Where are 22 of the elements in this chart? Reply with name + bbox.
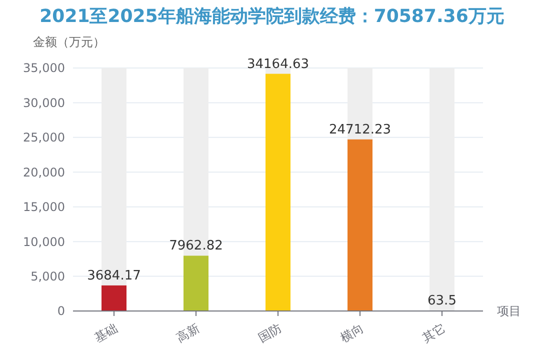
data-label: 63.5 <box>428 294 456 309</box>
y-tick-label: 30,000 <box>23 96 65 110</box>
chart-title: 2021至2025年船海能动学院到款经费：70587.36万元 <box>40 6 504 27</box>
x-tick-label: 高新 <box>174 320 202 345</box>
y-axis-title: 金额（万元） <box>33 35 105 49</box>
y-tick-label: 10,000 <box>23 234 65 249</box>
data-label: 34164.63 <box>246 56 310 72</box>
y-tick-label: 5,000 <box>30 269 65 284</box>
x-tick-label: 国防 <box>256 320 284 345</box>
y-tick-label: 15,000 <box>23 200 65 214</box>
y-tick-label: 35,000 <box>23 61 65 76</box>
y-tick-label: 20,000 <box>23 165 65 180</box>
x-axis-title: 项目 <box>497 304 521 318</box>
x-tick-label: 其它 <box>420 320 448 345</box>
data-label: 7962.82 <box>169 238 223 254</box>
x-tick-label: 基础 <box>92 320 120 345</box>
x-tick-label: 横向 <box>338 320 366 345</box>
data-label: 3684.17 <box>87 268 141 284</box>
y-tick-label: 25,000 <box>23 130 65 145</box>
data-label: 24712.23 <box>328 122 392 138</box>
bar <box>266 74 290 311</box>
y-tick-label: 0 <box>57 304 65 318</box>
